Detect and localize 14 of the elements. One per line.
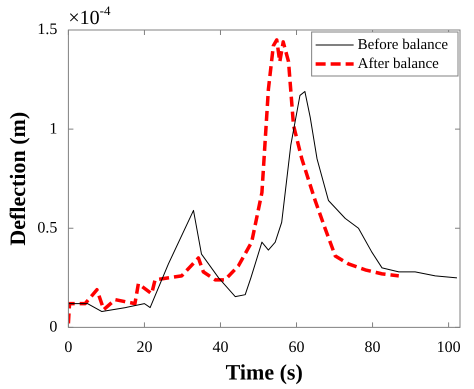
y-tick-label: 1.5 bbox=[37, 21, 58, 38]
x-axis-title: Time (s) bbox=[226, 359, 303, 384]
x-tick-label: 20 bbox=[136, 339, 152, 356]
y-tick-label: 0 bbox=[49, 318, 58, 336]
y-axis-title: Deflection (m) bbox=[4, 112, 30, 246]
x-tick-label: 0 bbox=[64, 339, 72, 356]
x-tick-label: 80 bbox=[364, 339, 381, 356]
legend-label: After balance bbox=[358, 56, 440, 72]
y-tick-label: 1 bbox=[49, 120, 58, 138]
x-tick-label: 60 bbox=[288, 339, 305, 356]
x-tick-label: 100 bbox=[436, 339, 461, 356]
y-tick-label: 0.5 bbox=[37, 219, 58, 236]
x-tick-label: 40 bbox=[212, 339, 228, 356]
legend-label: Before balance bbox=[358, 36, 448, 53]
